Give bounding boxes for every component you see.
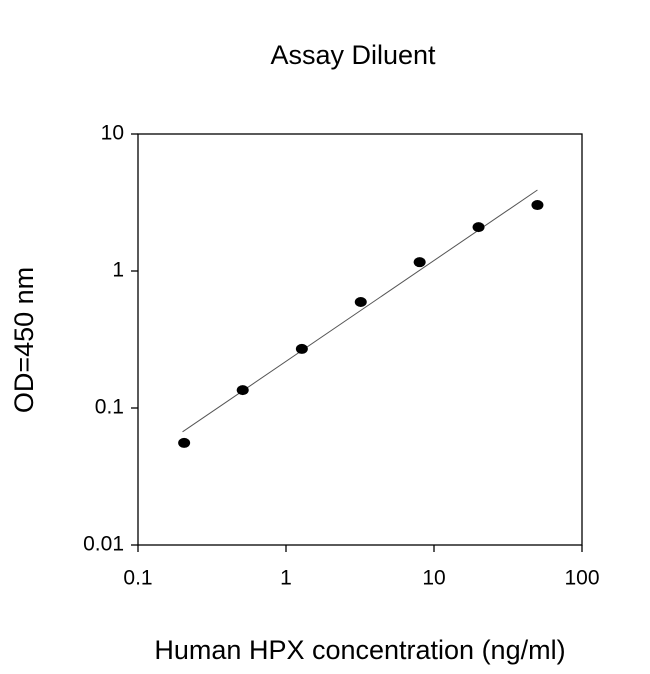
x-tick-label: 0.1 (123, 567, 152, 590)
plot-frame (137, 133, 583, 546)
x-tick-label: 10 (422, 567, 445, 590)
data-point (354, 296, 367, 307)
data-point (531, 200, 544, 211)
y-tick-label: 0.1 (95, 396, 124, 419)
y-tick-label: 0.01 (83, 533, 124, 556)
chart-title: Assay Diluent (270, 40, 436, 70)
y-tick-label: 10 (101, 122, 124, 145)
data-point (295, 343, 308, 354)
data-point (178, 437, 191, 448)
data-point (413, 257, 426, 268)
x-tick-label: 100 (564, 567, 599, 590)
x-axis-label: Human HPX concentration (ng/ml) (154, 635, 565, 665)
y-tick-label: 1 (112, 259, 124, 282)
y-axis-label: OD=450 nm (9, 267, 39, 413)
data-point (472, 222, 485, 233)
data-point (236, 385, 249, 396)
x-tick-label: 1 (280, 567, 292, 590)
